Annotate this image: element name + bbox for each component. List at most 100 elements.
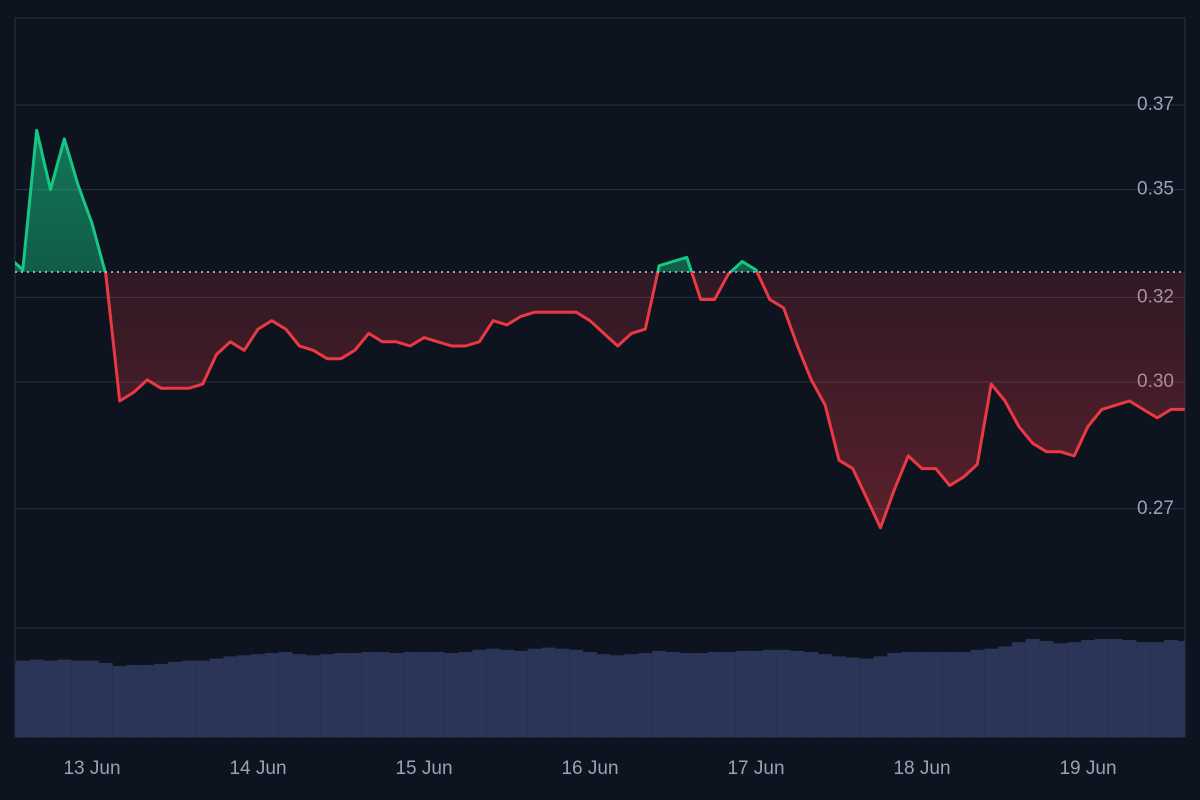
volume-bar xyxy=(389,653,404,737)
volume-bar xyxy=(1067,642,1082,737)
volume-bar xyxy=(610,655,625,737)
volume-bar xyxy=(583,651,597,737)
volume-bar xyxy=(320,654,335,737)
volume-bar xyxy=(306,655,321,737)
volume-bar xyxy=(1081,639,1095,737)
volume-bar xyxy=(942,651,957,737)
volume-bar xyxy=(749,650,763,737)
volume-bar xyxy=(1039,641,1054,737)
volume-bar xyxy=(818,654,833,737)
volume-bar xyxy=(901,651,916,737)
volume-bar xyxy=(251,654,265,737)
volume-bar xyxy=(375,651,390,737)
volume-bar xyxy=(1122,639,1137,737)
volume-bar xyxy=(762,649,777,737)
volume-bar xyxy=(417,651,431,737)
volume-bar xyxy=(624,654,639,737)
volume-bar xyxy=(956,651,971,737)
area-up xyxy=(15,130,758,273)
volume-bar xyxy=(98,662,113,737)
volume-bar xyxy=(154,663,169,737)
volume-bar xyxy=(569,649,584,737)
volume-bar xyxy=(15,660,30,737)
volume-bar xyxy=(112,666,127,737)
volume-bar xyxy=(209,658,224,737)
volume-bar xyxy=(832,656,846,737)
volume-bar xyxy=(292,654,307,737)
volume-bar xyxy=(707,651,722,737)
volume-bar xyxy=(998,646,1012,737)
price-line-down xyxy=(103,272,1185,530)
volume-bar xyxy=(541,647,556,737)
x-tick-label: 19 Jun xyxy=(1059,758,1116,779)
volume-bar xyxy=(43,660,58,737)
volume-bar xyxy=(237,655,252,737)
volume-bar xyxy=(513,650,528,737)
volume-bar xyxy=(970,649,985,737)
volume-bar xyxy=(638,653,653,737)
volume-bar xyxy=(361,651,376,737)
volume-bar xyxy=(859,658,874,737)
volume-bar xyxy=(845,657,860,737)
y-tick-label: 0.27 xyxy=(1137,498,1174,519)
volume-bar xyxy=(790,650,805,737)
volume-bar xyxy=(915,651,929,737)
volume-bar xyxy=(403,651,418,737)
down-group xyxy=(15,272,1185,530)
volume-bar xyxy=(721,651,736,737)
volume-bar xyxy=(693,653,708,737)
volume-bar xyxy=(486,648,501,737)
volume-bar xyxy=(168,661,182,737)
volume-bar xyxy=(887,653,902,737)
volume-bar xyxy=(71,660,86,737)
volume-bar xyxy=(776,649,791,737)
volume-bar xyxy=(472,649,487,737)
volume-bar xyxy=(928,651,943,737)
x-tick-label: 15 Jun xyxy=(395,758,452,779)
up-group xyxy=(15,128,759,273)
volume-bar xyxy=(1164,639,1178,737)
volume-bar xyxy=(804,651,819,737)
volume-bar xyxy=(430,651,445,737)
volume-bar xyxy=(984,648,999,737)
volume-bar xyxy=(458,651,473,737)
volume-bar xyxy=(1150,642,1165,737)
volume-bar xyxy=(679,653,694,737)
volume-bar xyxy=(1177,641,1185,737)
volume-bar xyxy=(140,665,155,737)
volume-bar xyxy=(1011,642,1026,737)
volume-bar xyxy=(527,648,542,737)
volume-bar xyxy=(195,660,210,737)
volume-bar xyxy=(1053,643,1068,737)
x-tick-label: 16 Jun xyxy=(561,758,618,779)
volume-bar xyxy=(126,665,141,737)
volume-bar xyxy=(596,654,611,737)
volume-bar xyxy=(347,653,362,737)
volume-bar xyxy=(1094,638,1109,737)
volume-bar xyxy=(181,660,196,737)
volume-bar xyxy=(57,659,72,737)
volume-bar xyxy=(666,651,680,737)
volume-bar xyxy=(15,662,16,737)
volume-bar xyxy=(264,653,279,737)
y-tick-label: 0.35 xyxy=(1137,179,1174,200)
volume-bar xyxy=(555,648,570,737)
volume-bar xyxy=(1108,638,1123,737)
volume-bar xyxy=(223,656,238,737)
volume-bar xyxy=(652,650,667,737)
volume-bar xyxy=(1025,638,1040,737)
volume-bar xyxy=(85,660,99,737)
volume-bar xyxy=(500,649,514,737)
volume-bar xyxy=(444,653,459,737)
y-tick-label: 0.37 xyxy=(1137,94,1174,115)
x-tick-label: 18 Jun xyxy=(893,758,950,779)
x-tick-label: 13 Jun xyxy=(63,758,120,779)
volume-bar xyxy=(29,659,44,737)
volume-bar xyxy=(334,653,348,737)
x-tick-label: 17 Jun xyxy=(727,758,784,779)
volume-bar xyxy=(735,650,750,737)
volume-bar xyxy=(873,656,888,737)
x-tick-label: 14 Jun xyxy=(229,758,286,779)
